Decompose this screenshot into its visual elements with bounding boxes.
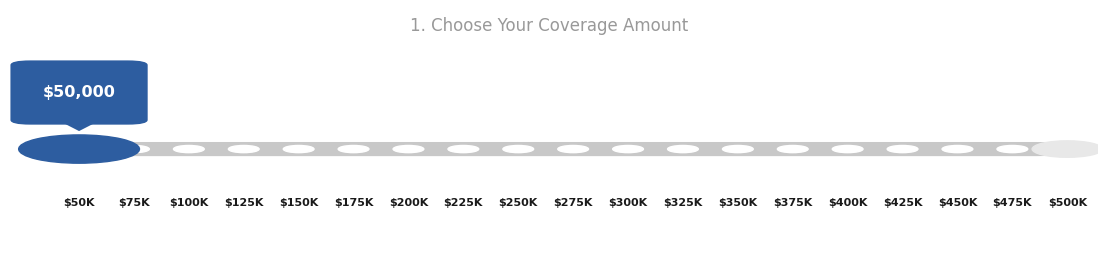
Text: $75K: $75K (119, 198, 149, 208)
Circle shape (722, 145, 753, 153)
Text: $125K: $125K (224, 198, 264, 208)
Circle shape (997, 145, 1028, 153)
Circle shape (832, 145, 863, 153)
Text: $275K: $275K (553, 198, 593, 208)
Circle shape (119, 145, 149, 153)
Circle shape (19, 135, 139, 163)
FancyBboxPatch shape (10, 60, 147, 125)
Text: 1. Choose Your Coverage Amount: 1. Choose Your Coverage Amount (410, 17, 688, 35)
Text: $250K: $250K (498, 198, 538, 208)
Circle shape (558, 145, 589, 153)
Text: $400K: $400K (828, 198, 867, 208)
Text: $375K: $375K (773, 198, 813, 208)
Text: $50,000: $50,000 (43, 85, 115, 100)
Circle shape (1032, 141, 1098, 157)
Polygon shape (61, 122, 97, 131)
Circle shape (777, 145, 808, 153)
Text: $300K: $300K (608, 198, 648, 208)
Circle shape (613, 145, 643, 153)
Circle shape (228, 145, 259, 153)
Circle shape (942, 145, 973, 153)
Text: $500K: $500K (1047, 198, 1087, 208)
Circle shape (503, 145, 534, 153)
Circle shape (668, 145, 698, 153)
Circle shape (173, 145, 204, 153)
Text: $325K: $325K (663, 198, 703, 208)
Circle shape (448, 145, 479, 153)
Text: $475K: $475K (993, 198, 1032, 208)
Text: $175K: $175K (334, 198, 373, 208)
Text: $200K: $200K (389, 198, 428, 208)
Text: $350K: $350K (718, 198, 758, 208)
Text: $50K: $50K (64, 198, 94, 208)
Text: $150K: $150K (279, 198, 318, 208)
Text: $450K: $450K (938, 198, 977, 208)
Circle shape (338, 145, 369, 153)
Text: $100K: $100K (169, 198, 209, 208)
Circle shape (887, 145, 918, 153)
FancyBboxPatch shape (79, 142, 1067, 156)
Text: $425K: $425K (883, 198, 922, 208)
Circle shape (393, 145, 424, 153)
Text: $225K: $225K (444, 198, 483, 208)
Circle shape (283, 145, 314, 153)
